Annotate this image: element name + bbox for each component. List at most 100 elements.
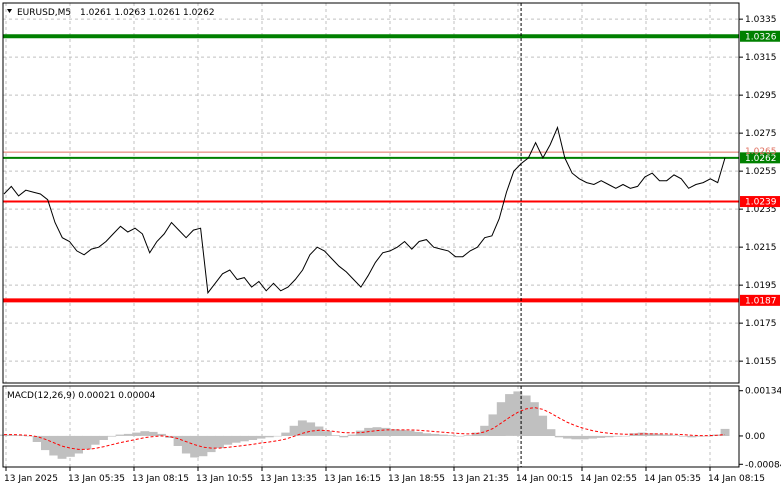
macd-bar: [82, 435, 92, 450]
time-tick-label: 13 Jan 08:15: [132, 474, 189, 484]
price-tick-label: 1.0255: [745, 167, 777, 177]
macd-bar: [289, 425, 299, 436]
macd-bar: [529, 402, 539, 436]
macd-bar: [107, 435, 117, 437]
price-tick-label: 1.0175: [745, 319, 777, 329]
time-tick-label: 13 Jan 18:55: [388, 474, 445, 484]
macd-bar: [281, 432, 291, 436]
macd-tick-label: -0.00084: [745, 460, 781, 470]
macd-bar: [505, 394, 514, 436]
macd-bar: [596, 435, 606, 438]
time-tick-label: 13 Jan 10:55: [196, 474, 253, 484]
macd-bar: [74, 435, 83, 454]
price-tick-label: 1.0195: [745, 281, 777, 291]
macd-bar: [322, 431, 332, 436]
macd-bar: [24, 435, 34, 437]
macd-bar: [488, 414, 498, 436]
macd-bar: [687, 435, 697, 438]
price-tick-label: 1.0315: [745, 53, 777, 63]
macd-signal-line: [4, 407, 726, 450]
macd-bar: [331, 435, 340, 436]
price-tick-label: 1.0215: [745, 243, 777, 253]
chevron-down-icon[interactable]: [7, 9, 12, 13]
macd-bar: [32, 435, 42, 442]
macd-bar: [273, 435, 282, 437]
macd-bar: [629, 433, 639, 436]
macd-bar: [621, 435, 630, 437]
macd-bar: [471, 432, 481, 436]
macd-bar: [99, 435, 108, 440]
macd-bar: [115, 434, 125, 436]
price-panel-frame: [2, 2, 740, 384]
macd-bar: [123, 433, 133, 436]
macd-bar: [223, 435, 233, 445]
macd-bar: [16, 435, 25, 436]
macd-bar: [463, 435, 473, 436]
macd-bar: [157, 433, 166, 436]
macd-bar: [604, 435, 614, 438]
macd-bar: [41, 435, 50, 451]
macd-bar: [646, 433, 655, 436]
macd-bar: [181, 435, 191, 454]
macd-bar: [190, 435, 200, 458]
macd-bar: [654, 433, 664, 436]
time-tick-label: 13 Jan 13:35: [260, 474, 317, 484]
macd-bar: [389, 429, 398, 436]
level-labels: 1.0326 1.0262 1.0239 1.0187 1.0265: [740, 30, 780, 306]
macd-bar: [148, 431, 158, 436]
macd-bar: [239, 435, 249, 442]
macd-bar: [670, 435, 680, 436]
macd-bar: [339, 435, 349, 438]
macd-axis: 0.00134 0.00 -0.00084: [739, 387, 781, 470]
price-levels: [3, 34, 739, 303]
macd-title: MACD(12,26,9) 0.00021 0.00004: [7, 391, 156, 401]
chart-header: EURUSD,M5 1.0261 1.0263 1.0261 1.0262: [7, 8, 215, 18]
macd-bar: [380, 427, 390, 436]
level-label-box: [740, 196, 780, 208]
price-tick-label: 1.0155: [745, 357, 777, 367]
macd-bar: [57, 435, 67, 459]
macd-bar: [695, 435, 705, 437]
macd-bar: [397, 429, 407, 436]
macd-bar: [563, 435, 572, 439]
level-label-box: [740, 294, 780, 306]
ohlc-values: 1.0261 1.0263 1.0261 1.0262: [80, 8, 215, 18]
time-tick-label: 14 Jan 05:35: [644, 474, 701, 484]
macd-bar: [355, 430, 365, 436]
macd-bar: [256, 435, 266, 439]
level-label-text: 1.0239: [745, 198, 777, 208]
price-tick-label: 1.0235: [745, 205, 777, 215]
price-tick-label: 1.0295: [745, 91, 777, 101]
level-label-text: 1.0187: [745, 296, 777, 306]
macd-bar: [49, 435, 59, 456]
macd-bar: [554, 435, 564, 438]
macd-bar: [704, 435, 713, 437]
macd-tick-label: 0.00: [745, 432, 765, 442]
macd-bar: [480, 425, 490, 436]
macd-bar: [662, 434, 672, 436]
time-tick-label: 14 Jan 00:15: [516, 474, 573, 484]
macd-bar: [90, 435, 100, 445]
price-series-line: [3, 125, 726, 295]
macd-bar: [347, 434, 357, 436]
time-tick-label: 14 Jan 08:15: [708, 474, 765, 484]
macd-bar: [132, 432, 142, 436]
macd-bar: [215, 435, 224, 449]
macd-bar: [165, 435, 175, 438]
macd-bar: [231, 435, 241, 443]
macd-bar: [140, 431, 150, 436]
macd-bar: [405, 430, 415, 436]
macd-bar: [248, 435, 258, 440]
macd-bar: [521, 395, 531, 436]
macd-bar: [413, 431, 423, 436]
macd-bar: [438, 434, 448, 436]
level-label-text: 1.0262: [745, 154, 777, 164]
macd-panel[interactable]: MACD(12,26,9) 0.00021 0.00004: [0, 385, 740, 468]
macd-bar: [588, 435, 597, 439]
macd-bar: [720, 428, 730, 436]
price-panel[interactable]: [2, 2, 740, 384]
macd-bar: [306, 422, 316, 436]
macd-bar: [496, 402, 506, 436]
macd-bar: [198, 435, 208, 457]
